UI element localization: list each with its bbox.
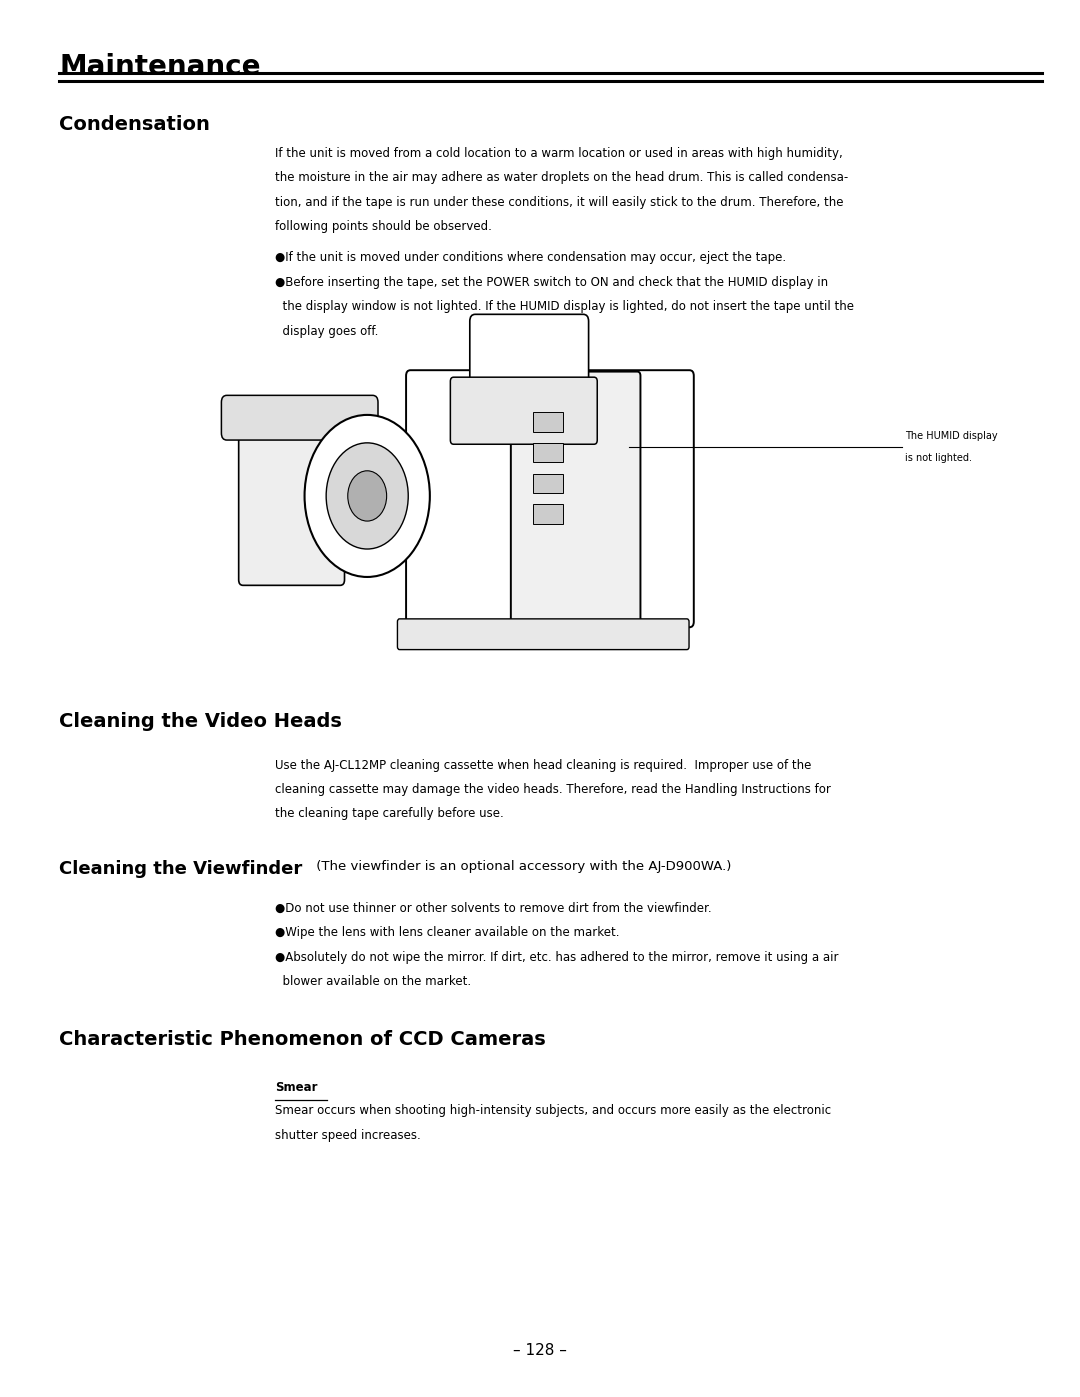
FancyBboxPatch shape [239,407,345,585]
Text: (The viewfinder is an optional accessory with the AJ-D900WA.): (The viewfinder is an optional accessory… [312,861,731,873]
FancyBboxPatch shape [397,619,689,650]
Text: is not lighted.: is not lighted. [905,453,972,462]
Text: Condensation: Condensation [59,115,211,134]
Text: ●Absolutely do not wipe the mirror. If dirt, etc. has adhered to the mirror, rem: ●Absolutely do not wipe the mirror. If d… [275,951,839,964]
Text: Smear occurs when shooting high-intensity subjects, and occurs more easily as th: Smear occurs when shooting high-intensit… [275,1105,832,1118]
Text: Maintenance: Maintenance [59,53,261,81]
Text: display goes off.: display goes off. [275,326,379,338]
FancyBboxPatch shape [221,395,378,440]
FancyBboxPatch shape [406,370,693,627]
Text: ●Before inserting the tape, set the POWER switch to ON and check that the HUMID : ●Before inserting the tape, set the POWE… [275,277,828,289]
Text: the cleaning tape carefully before use.: the cleaning tape carefully before use. [275,807,504,820]
Circle shape [326,443,408,549]
FancyBboxPatch shape [511,372,640,626]
Text: ●If the unit is moved under conditions where condensation may occur, eject the t: ●If the unit is moved under conditions w… [275,251,786,264]
Text: the moisture in the air may adhere as water droplets on the head drum. This is c: the moisture in the air may adhere as wa… [275,170,849,184]
FancyBboxPatch shape [470,314,589,391]
Text: ●Do not use thinner or other solvents to remove dirt from the viewfinder.: ●Do not use thinner or other solvents to… [275,902,712,915]
Text: Cleaning the Video Heads: Cleaning the Video Heads [59,712,342,732]
Bar [532,474,563,493]
Text: If the unit is moved from a cold location to a warm location or used in areas wi: If the unit is moved from a cold locatio… [275,147,843,159]
Circle shape [305,415,430,577]
Text: the display window is not lighted. If the HUMID display is lighted, do not inser: the display window is not lighted. If th… [275,300,854,313]
Text: Smear: Smear [275,1081,318,1094]
Text: Cleaning the Viewfinder: Cleaning the Viewfinder [59,861,302,877]
Text: ●Wipe the lens with lens cleaner available on the market.: ●Wipe the lens with lens cleaner availab… [275,926,620,939]
FancyBboxPatch shape [450,377,597,444]
Bar [532,504,563,524]
Bar [532,443,563,462]
Text: blower available on the market.: blower available on the market. [275,975,472,988]
Text: cleaning cassette may damage the video heads. Therefore, read the Handling Instr: cleaning cassette may damage the video h… [275,784,832,796]
Circle shape [348,471,387,521]
Text: – 128 –: – 128 – [513,1343,567,1358]
Text: shutter speed increases.: shutter speed increases. [275,1129,421,1141]
Text: following points should be observed.: following points should be observed. [275,219,492,233]
Text: Use the AJ-CL12MP cleaning cassette when head cleaning is required.  Improper us: Use the AJ-CL12MP cleaning cassette when… [275,759,812,771]
Bar [532,412,563,432]
Text: Characteristic Phenomenon of CCD Cameras: Characteristic Phenomenon of CCD Cameras [59,1031,546,1049]
Text: The HUMID display: The HUMID display [905,432,998,441]
Text: tion, and if the tape is run under these conditions, it will easily stick to the: tion, and if the tape is run under these… [275,196,843,208]
